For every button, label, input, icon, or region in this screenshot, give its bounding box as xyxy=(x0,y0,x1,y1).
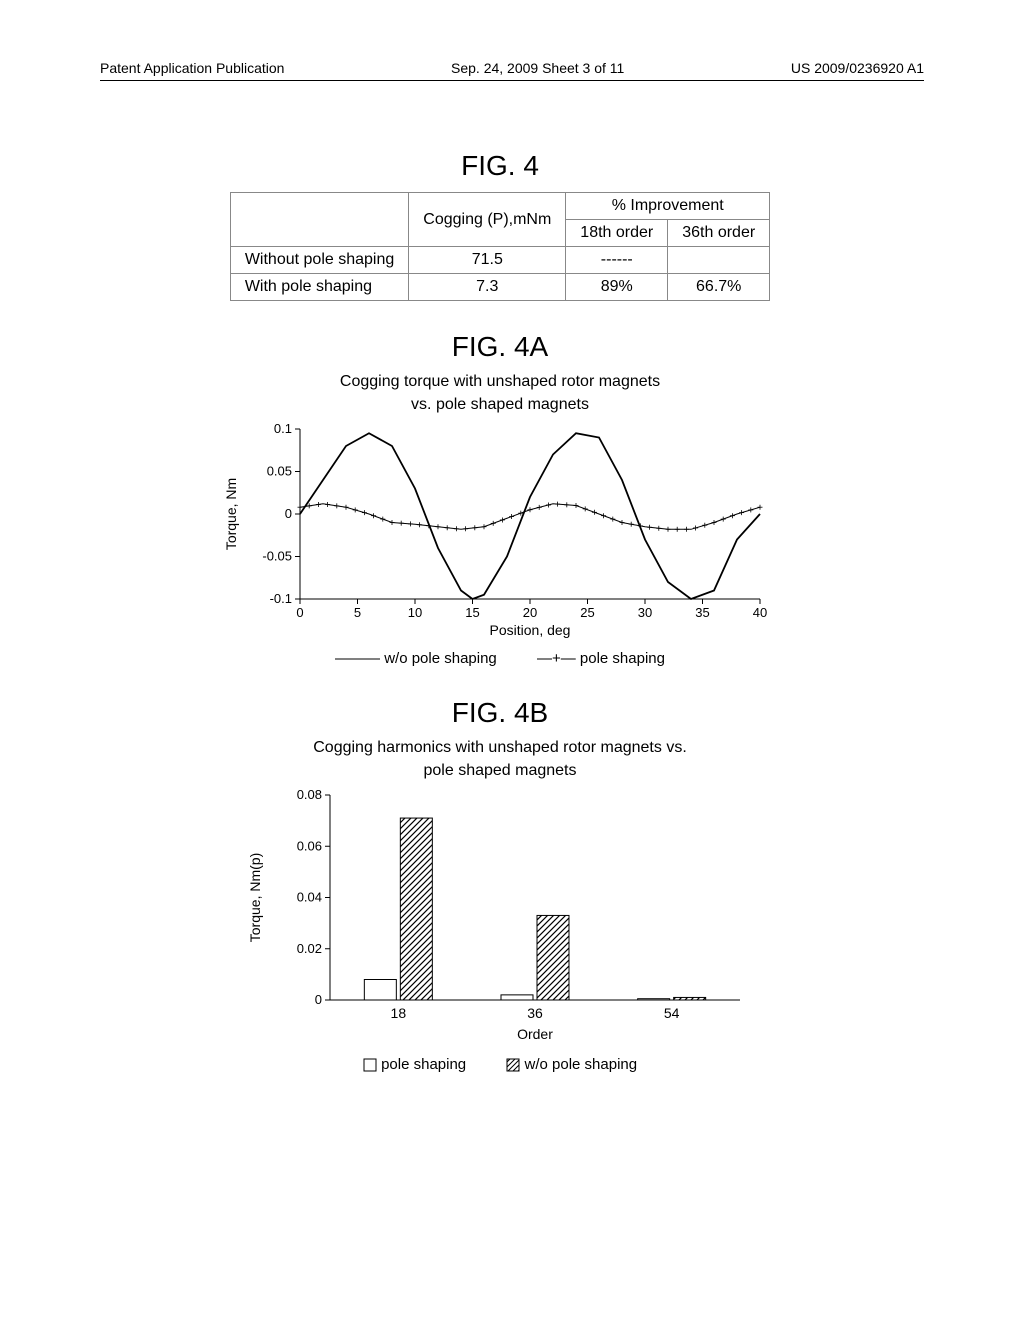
fig4b-container: FIG. 4B Cogging harmonics with unshaped … xyxy=(100,697,900,1073)
page-header: Patent Application Publication Sep. 24, … xyxy=(0,60,1024,81)
header-left: Patent Application Publication xyxy=(100,60,284,76)
fig4b-subtitle2: pole shaped magnets xyxy=(100,762,900,780)
cell: 71.5 xyxy=(409,247,566,274)
svg-text:0.1: 0.1 xyxy=(274,421,292,436)
svg-text:Torque, Nm(p): Torque, Nm(p) xyxy=(247,853,263,942)
legend-pole-b: pole shaping xyxy=(363,1056,470,1073)
row-label: Without pole shaping xyxy=(230,247,408,274)
cell: 66.7% xyxy=(668,274,770,301)
table-row: Without pole shaping 71.5 ------ xyxy=(230,247,769,274)
fig4a-container: FIG. 4A Cogging torque with unshaped rot… xyxy=(100,331,900,667)
col-improvement: % Improvement xyxy=(566,193,770,220)
legend-wo-b: w/o pole shaping xyxy=(506,1056,637,1073)
page-content: FIG. 4 Cogging (P),mNm % Improvement 18t… xyxy=(100,130,900,1103)
fig4-table: Cogging (P),mNm % Improvement 18th order… xyxy=(230,192,770,301)
subcol-36: 36th order xyxy=(668,220,770,247)
svg-text:36: 36 xyxy=(527,1005,543,1021)
svg-text:0: 0 xyxy=(315,992,322,1007)
svg-text:5: 5 xyxy=(354,605,361,620)
svg-text:18: 18 xyxy=(391,1005,407,1021)
subcol-18: 18th order xyxy=(566,220,668,247)
svg-text:30: 30 xyxy=(638,605,652,620)
cell xyxy=(668,247,770,274)
svg-text:-0.1: -0.1 xyxy=(270,591,292,606)
svg-text:35: 35 xyxy=(695,605,709,620)
svg-text:0.04: 0.04 xyxy=(297,890,322,905)
svg-text:Position, deg: Position, deg xyxy=(490,622,571,638)
header-right: US 2009/0236920 A1 xyxy=(791,60,924,76)
fig4a-legend: ——— w/o pole shaping —+— pole shaping xyxy=(100,650,900,667)
svg-text:0.08: 0.08 xyxy=(297,787,322,802)
svg-text:-0.05: -0.05 xyxy=(262,549,292,564)
fig4-title: FIG. 4 xyxy=(100,150,900,182)
fig4b-chart: 0 0.02 0.04 0.06 0.08 Torque, Nm(p) 18 36 54 Orde… xyxy=(240,785,760,1045)
fig4a-subtitle1: Cogging torque with unshaped rotor magne… xyxy=(100,373,900,391)
cell: 7.3 xyxy=(409,274,566,301)
svg-text:Order: Order xyxy=(517,1026,553,1042)
svg-text:15: 15 xyxy=(465,605,479,620)
table-row: With pole shaping 7.3 89% 66.7% xyxy=(230,274,769,301)
svg-text:54: 54 xyxy=(664,1005,680,1021)
fig4a-title: FIG. 4A xyxy=(100,331,900,363)
legend-pole: —+— pole shaping xyxy=(537,650,665,667)
fig4b-subtitle1: Cogging harmonics with unshaped rotor ma… xyxy=(100,739,900,757)
svg-text:0: 0 xyxy=(285,506,292,521)
col-cogging: Cogging (P),mNm xyxy=(409,193,566,247)
svg-text:Torque, Nm: Torque, Nm xyxy=(223,478,239,550)
svg-text:0.02: 0.02 xyxy=(297,941,322,956)
fig4b-legend: pole shaping w/o pole shaping xyxy=(100,1056,900,1073)
fig4a-subtitle2: vs. pole shaped magnets xyxy=(100,396,900,414)
svg-text:10: 10 xyxy=(408,605,422,620)
fig4a-chart: -0.1 -0.05 0 0.05 0.1 0 5 10 15 20 25 30 35 40 Torque,… xyxy=(220,419,780,639)
fig4b-title: FIG. 4B xyxy=(100,697,900,729)
cell: 89% xyxy=(566,274,668,301)
table-header-row: Cogging (P),mNm % Improvement xyxy=(230,193,769,220)
svg-text:20: 20 xyxy=(523,605,537,620)
legend-wo: ——— w/o pole shaping xyxy=(335,650,497,667)
row-label: With pole shaping xyxy=(230,274,408,301)
svg-text:0.05: 0.05 xyxy=(267,464,292,479)
svg-text:0.06: 0.06 xyxy=(297,838,322,853)
svg-text:0: 0 xyxy=(296,605,303,620)
cell: ------ xyxy=(566,247,668,274)
header-center: Sep. 24, 2009 Sheet 3 of 11 xyxy=(451,60,624,76)
svg-text:40: 40 xyxy=(753,605,767,620)
svg-text:25: 25 xyxy=(580,605,594,620)
